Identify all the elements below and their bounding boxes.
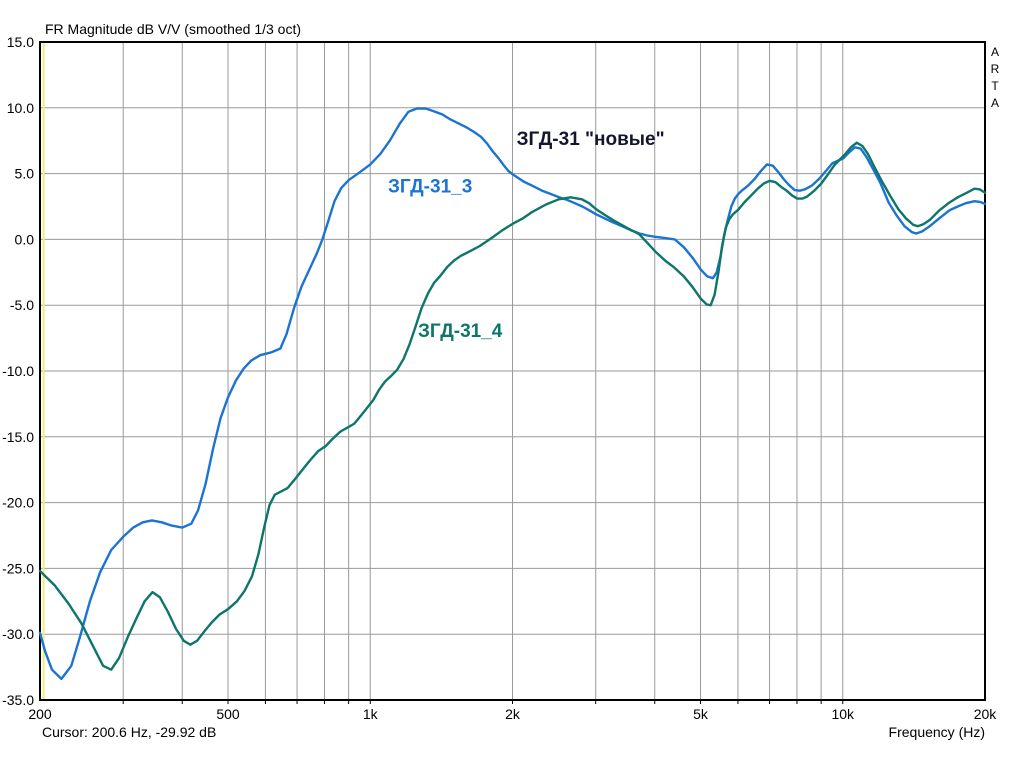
- cursor-readout: Cursor: 200.6 Hz, -29.92 dB: [42, 724, 217, 740]
- y-tick-label: -20.0: [2, 495, 34, 511]
- annotation-label-1: ЗГД-31_3: [388, 176, 472, 197]
- y-tick-label: -15.0: [2, 429, 34, 445]
- y-tick-label: 5.0: [15, 166, 35, 182]
- frequency-axis-label: Frequency (Hz): [888, 724, 985, 740]
- x-tick-label: 20k: [974, 706, 998, 722]
- y-tick-label: -25.0: [2, 560, 34, 576]
- x-tick-label: 200: [28, 706, 52, 722]
- y-tick-label: -35.0: [2, 692, 34, 708]
- series-path-1: [38, 141, 987, 671]
- x-tick-label: 500: [216, 706, 240, 722]
- chart-title: FR Magnitude dB V/V (smoothed 1/3 oct): [45, 21, 302, 37]
- x-tick-label: 2k: [505, 706, 521, 722]
- arta-watermark: ARTA: [988, 45, 1002, 113]
- y-tick-label: -30.0: [2, 626, 34, 642]
- x-tick-label: 10k: [831, 706, 855, 722]
- y-tick-label: 0.0: [15, 231, 35, 247]
- y-tick-label: 15.0: [7, 34, 34, 50]
- plot-border: [39, 41, 986, 701]
- y-tick-label: 10.0: [7, 100, 34, 116]
- y-tick-label: -5.0: [10, 297, 34, 313]
- annotation-label-0: ЗГД-31 "новые": [517, 129, 665, 150]
- y-tick-label: -10.0: [2, 363, 34, 379]
- x-tick-label: 1k: [363, 706, 379, 722]
- x-tick-label: 5k: [693, 706, 709, 722]
- annotation-label-2: ЗГД-31_4: [418, 321, 503, 342]
